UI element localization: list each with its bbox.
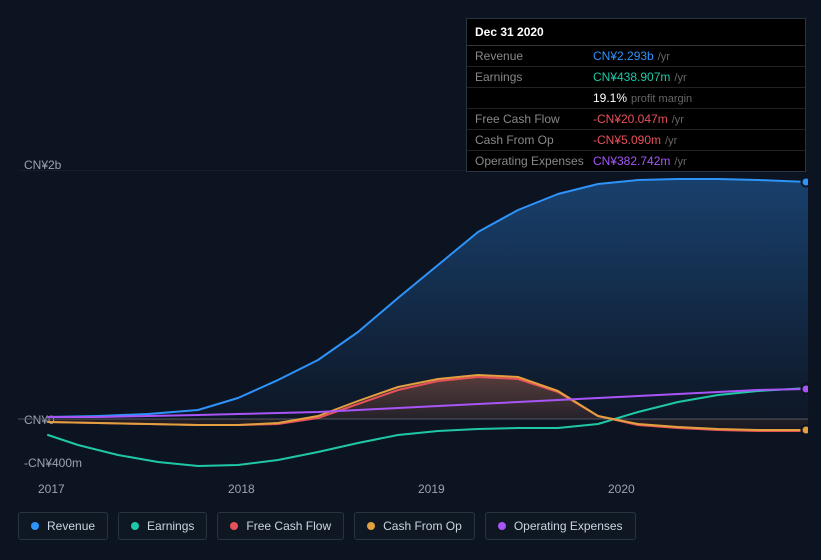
end-marker — [802, 426, 809, 435]
end-marker — [802, 385, 809, 394]
tooltip-row-suffix: /yr — [674, 156, 686, 168]
tooltip-row-label: Cash From Op — [475, 133, 593, 147]
tooltip-panel: Dec 31 2020 RevenueCN¥2.293b/yrEarningsC… — [466, 18, 806, 172]
x-axis-label: 2020 — [608, 482, 635, 496]
tooltip-row-value: -CN¥20.047m — [593, 112, 668, 126]
tooltip-row-value: CN¥2.293b — [593, 49, 654, 63]
tooltip-row: RevenueCN¥2.293b/yr — [467, 46, 805, 67]
legend-label: Free Cash Flow — [246, 519, 331, 533]
tooltip-date: Dec 31 2020 — [467, 19, 805, 46]
end-marker — [802, 178, 809, 187]
legend-dot-icon — [230, 522, 238, 530]
tooltip-row-label: Free Cash Flow — [475, 112, 593, 126]
legend-label: Cash From Op — [383, 519, 462, 533]
legend-label: Revenue — [47, 519, 95, 533]
tooltip-row-label: Operating Expenses — [475, 154, 593, 168]
legend-dot-icon — [498, 522, 506, 530]
tooltip-row-value: CN¥438.907m — [593, 70, 670, 84]
tooltip-row-value: -CN¥5.090m — [593, 133, 661, 147]
legend-dot-icon — [31, 522, 39, 530]
legend-dot-icon — [131, 522, 139, 530]
x-axis-label: 2019 — [418, 482, 445, 496]
tooltip-row-suffix: /yr — [665, 135, 677, 147]
legend-item-cash-from-op[interactable]: Cash From Op — [354, 512, 475, 540]
tooltip-row: EarningsCN¥438.907m/yr — [467, 67, 805, 88]
tooltip-row-suffix: /yr — [674, 72, 686, 84]
legend: Revenue Earnings Free Cash Flow Cash From O… — [18, 512, 636, 540]
tooltip-row: Free Cash Flow-CN¥20.047m/yr — [467, 109, 805, 130]
x-axis-label: 2018 — [228, 482, 255, 496]
tooltip-rows-container: RevenueCN¥2.293b/yrEarningsCN¥438.907m/y… — [467, 46, 805, 171]
tooltip-row-value: CN¥382.742m — [593, 154, 670, 168]
tooltip-row-label: Revenue — [475, 49, 593, 63]
tooltip-row-suffix: profit margin — [631, 93, 692, 105]
legend-item-earnings[interactable]: Earnings — [118, 512, 207, 540]
legend-item-revenue[interactable]: Revenue — [18, 512, 108, 540]
tooltip-row-suffix: /yr — [658, 51, 670, 63]
legend-dot-icon — [367, 522, 375, 530]
legend-item-free-cash-flow[interactable]: Free Cash Flow — [217, 512, 344, 540]
legend-label: Earnings — [147, 519, 194, 533]
tooltip-row: Cash From Op-CN¥5.090m/yr — [467, 130, 805, 151]
x-axis-label: 2017 — [38, 482, 65, 496]
legend-label: Operating Expenses — [514, 519, 623, 533]
tooltip-row: Operating ExpensesCN¥382.742m/yr — [467, 151, 805, 171]
financial-chart[interactable] — [18, 170, 808, 470]
tooltip-row-label: Earnings — [475, 70, 593, 84]
tooltip-row: 19.1% profit margin — [467, 88, 805, 109]
tooltip-row-suffix: /yr — [672, 114, 684, 126]
tooltip-row-value: 19.1% — [593, 91, 627, 105]
legend-item-operating-expenses[interactable]: Operating Expenses — [485, 512, 636, 540]
